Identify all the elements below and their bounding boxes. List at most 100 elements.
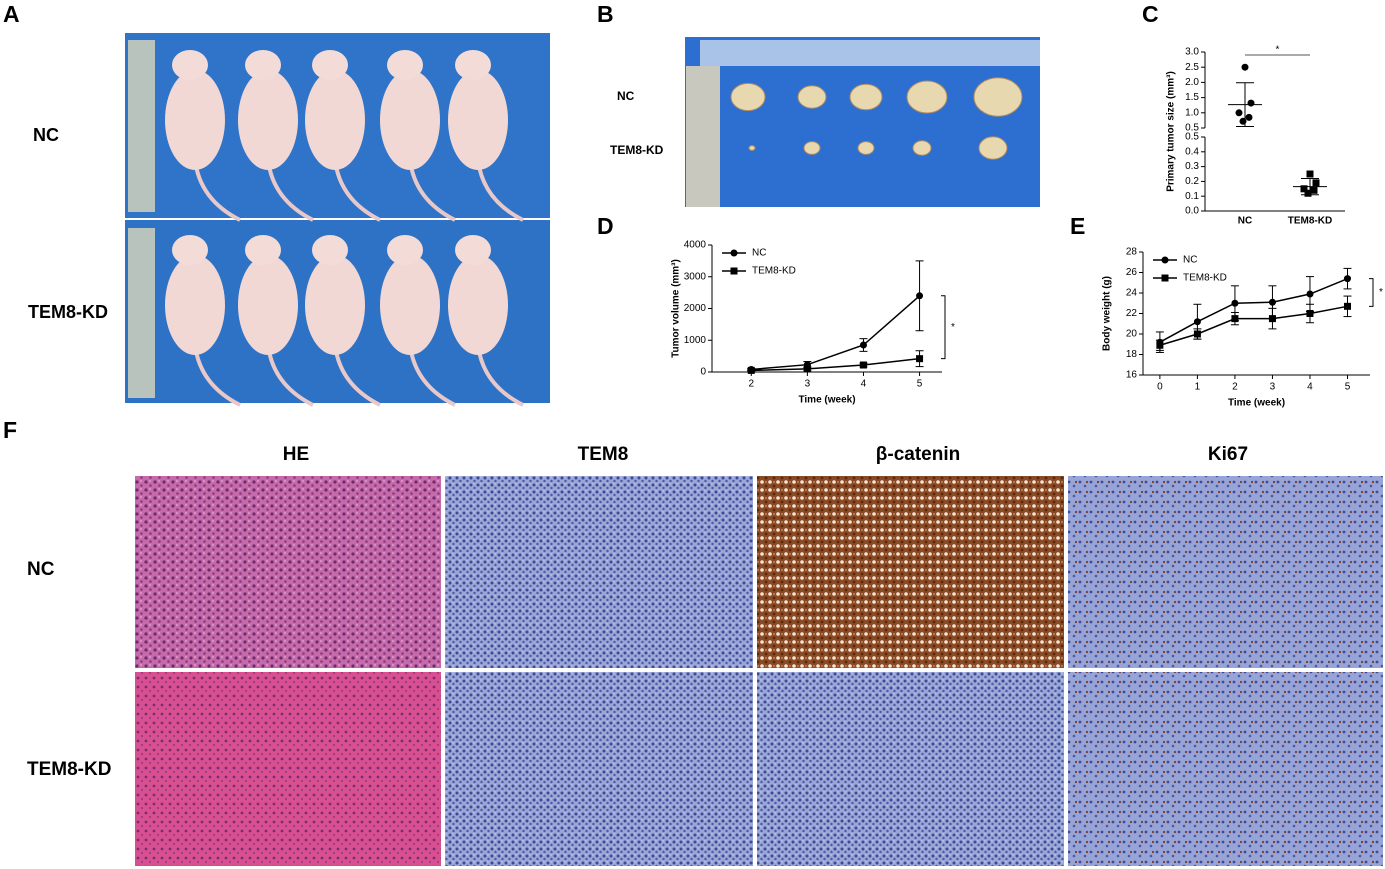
x-axis-label: Time (week) [798, 395, 855, 406]
mouse-body [165, 255, 225, 355]
y-tick-label: 22 [1126, 308, 1138, 319]
marker [1310, 186, 1318, 194]
x-tick-label: 5 [917, 379, 923, 390]
x-tick-label: 3 [1270, 382, 1276, 393]
legend-marker [730, 267, 738, 275]
tissue-image [757, 672, 1064, 866]
y-tick-label: 2.5 [1185, 62, 1199, 73]
legend-marker [730, 249, 738, 257]
mouse-body [238, 70, 298, 170]
y-tick-label: 0.4 [1185, 146, 1199, 157]
significance-bracket [941, 295, 946, 360]
marker [916, 292, 924, 300]
marker [1268, 298, 1276, 306]
mouse-head [245, 235, 281, 265]
significance-label: * [1379, 287, 1383, 298]
y-tick-label: 0.1 [1185, 191, 1199, 202]
y-tick-label: 0.5 [1185, 132, 1199, 143]
legend-label: TEM8-KD [752, 266, 796, 277]
x-tick-label: 4 [1307, 382, 1313, 393]
tumors [730, 77, 1023, 160]
column-label: β-catenin [876, 444, 960, 465]
marker [1241, 63, 1249, 71]
marker [1306, 290, 1314, 298]
panel-label: E [1070, 213, 1085, 239]
mouse-body [380, 255, 440, 355]
y-tick-label: 0.5 [1185, 123, 1199, 134]
mouse-head [455, 50, 491, 80]
mouse-head [387, 50, 423, 80]
x-tick-label: 0 [1157, 382, 1163, 393]
y-tick-label: 24 [1126, 288, 1138, 299]
series-line [751, 357, 920, 372]
marker [1193, 318, 1201, 326]
panel-label: B [597, 1, 614, 27]
tissue-image [445, 476, 753, 668]
marker [1235, 109, 1243, 117]
x-tick-label: 4 [861, 379, 867, 390]
significance-bracket [1369, 278, 1374, 307]
tumor [857, 141, 875, 155]
y-tick-label: 3000 [684, 271, 707, 282]
marker [1312, 179, 1320, 187]
y-axis-label: Body weight (g) [1102, 276, 1113, 351]
significance-label: * [951, 322, 955, 333]
y-tick-label: 3.0 [1185, 47, 1199, 58]
row-label: TEM8-KD [28, 302, 108, 322]
y-tick-label: 2000 [684, 303, 707, 314]
x-tick-label: 1 [1195, 382, 1201, 393]
mouse-head [245, 50, 281, 80]
marker [1245, 113, 1253, 121]
marker [1343, 275, 1351, 283]
y-tick-label: 18 [1126, 349, 1138, 360]
tumor [803, 141, 821, 155]
y-tick-label: 26 [1126, 267, 1138, 278]
row-label: NC [27, 559, 55, 580]
x-axis-label: Time (week) [1228, 398, 1285, 409]
mice [165, 50, 524, 407]
panel-label: F [3, 417, 17, 443]
tissue-image [1068, 672, 1383, 866]
series-line [751, 295, 921, 371]
y-tick-label: 28 [1126, 247, 1138, 258]
mouse-head [172, 235, 208, 265]
mouse-body [448, 255, 508, 355]
marker [747, 366, 755, 374]
y-tick-label: 1.5 [1185, 92, 1199, 103]
x-tick-label: 3 [805, 379, 811, 390]
marker [1268, 315, 1276, 323]
mouse-head [312, 50, 348, 80]
row-label: NC [33, 125, 59, 145]
marker [1231, 315, 1239, 323]
ruler [128, 40, 155, 212]
tissue-image [445, 672, 753, 866]
marker [859, 341, 867, 349]
row-label: NC [617, 89, 635, 103]
row-label: TEM8-KD [27, 759, 111, 780]
marker [1306, 310, 1314, 317]
marker [1306, 170, 1314, 178]
y-tick-label: 0.3 [1185, 161, 1199, 172]
panel-label: A [3, 1, 20, 27]
marker [803, 365, 811, 373]
mouse-head [387, 235, 423, 265]
tumor [912, 140, 932, 156]
tumor [978, 136, 1008, 160]
marker [859, 361, 867, 369]
legend-label: TEM8-KD [1183, 273, 1227, 284]
ruler [700, 40, 1040, 66]
ruler [128, 228, 155, 398]
mouse-head [455, 235, 491, 265]
marker [916, 355, 924, 363]
series-line [1159, 305, 1348, 346]
legend-label: NC [752, 248, 766, 259]
mouse-body [238, 255, 298, 355]
y-tick-label: 16 [1126, 370, 1138, 381]
legend-marker [1161, 256, 1169, 264]
marker [1193, 330, 1201, 338]
tumor [797, 85, 827, 109]
tissue-image [135, 476, 441, 668]
charts: 0.0 0.1 0.2 0.3 0.4 0.50.5 1.0 1.5 2.0 2.5 3.0 Prim… [671, 45, 1383, 409]
x-tick-label: TEM8-KD [1288, 216, 1332, 227]
tumor [973, 77, 1023, 117]
